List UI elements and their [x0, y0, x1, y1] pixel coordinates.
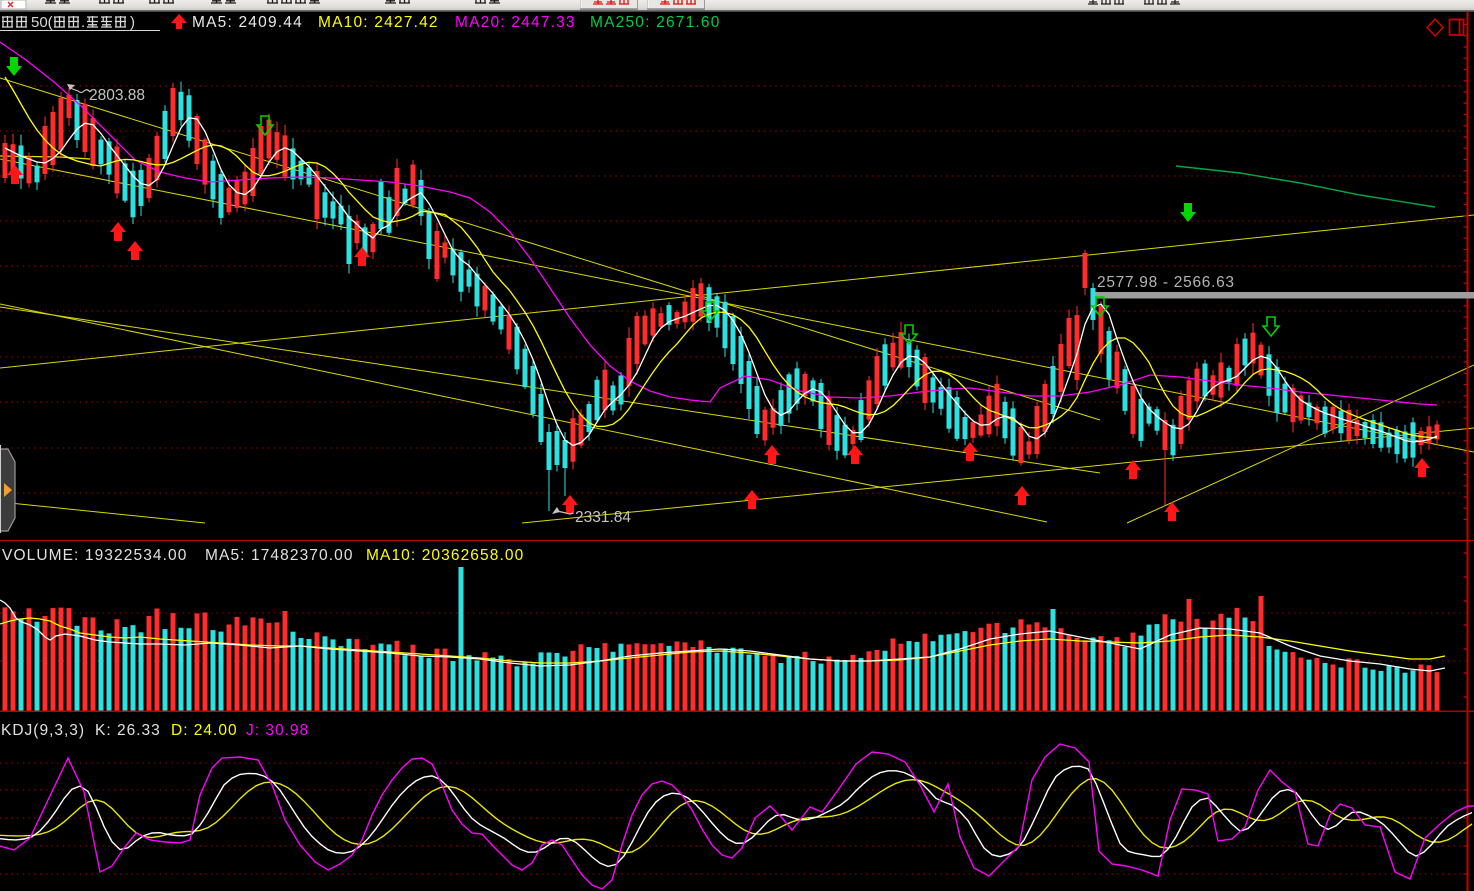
svg-text:J: 30.98: J: 30.98 [246, 722, 309, 739]
svg-text:2803.88: 2803.88 [89, 87, 145, 104]
svg-text:K: 26.33: K: 26.33 [95, 722, 161, 739]
svg-text:MA10: 20362658.00: MA10: 20362658.00 [366, 547, 524, 564]
svg-text:): ) [130, 14, 135, 31]
svg-text:50(: 50( [31, 14, 53, 31]
svg-text:MA20: 2447.33: MA20: 2447.33 [455, 14, 576, 31]
svg-text:2577.98 - 2566.63: 2577.98 - 2566.63 [1097, 274, 1235, 291]
svg-text:MA5: 2409.44: MA5: 2409.44 [192, 14, 303, 31]
svg-text:MA250: 2671.60: MA250: 2671.60 [590, 14, 721, 31]
svg-text:MA10: 2427.42: MA10: 2427.42 [318, 14, 439, 31]
svg-text:MA5: 17482370.00: MA5: 17482370.00 [205, 547, 354, 564]
svg-text:D: 24.00: D: 24.00 [171, 722, 238, 739]
svg-text:.: . [81, 14, 85, 31]
svg-text:KDJ(9,3,3): KDJ(9,3,3) [1, 722, 85, 739]
svg-text:VOLUME: 19322534.00: VOLUME: 19322534.00 [2, 547, 187, 564]
svg-text:2331.84: 2331.84 [575, 509, 631, 526]
